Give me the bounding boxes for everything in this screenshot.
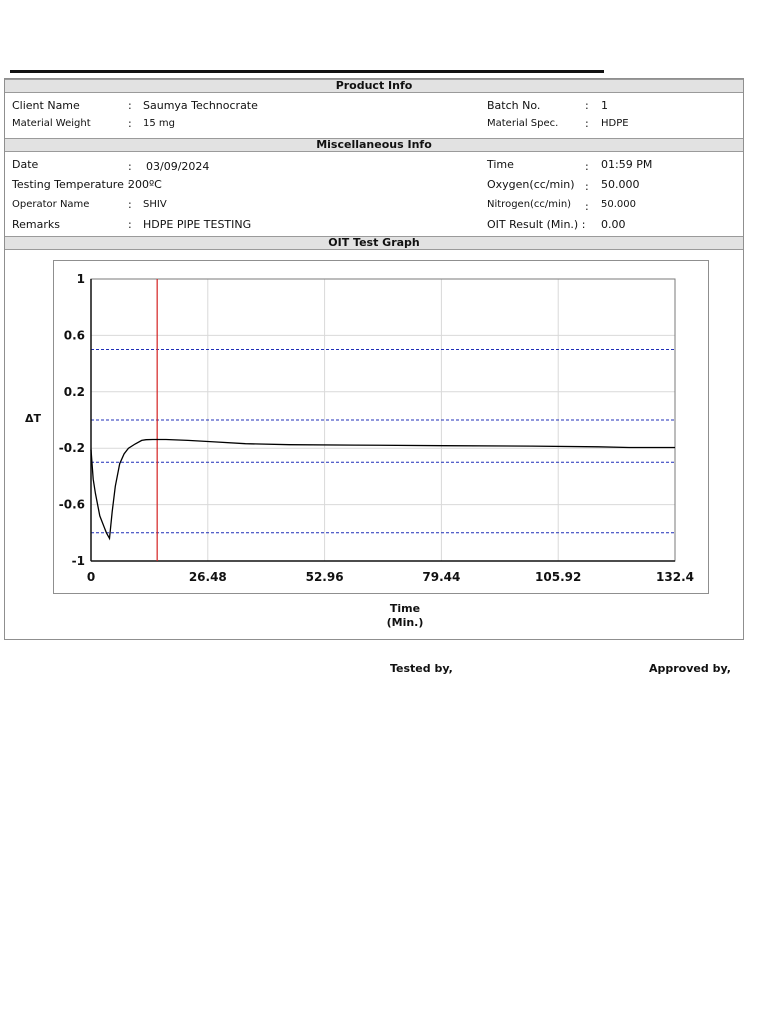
- y-axis-label: ΔT: [25, 412, 42, 425]
- nitrogen-colon: :: [585, 200, 589, 213]
- time-colon: :: [585, 160, 589, 173]
- remarks-label: Remarks: [12, 218, 60, 231]
- x-tick-label: 132.4: [656, 570, 694, 584]
- y-tick-label: 0.6: [64, 328, 85, 342]
- oit-report: Product Info Client Name : Saumya Techno…: [4, 78, 744, 640]
- date-label: Date: [12, 158, 39, 171]
- x-axis-unit-label: (Min.): [387, 616, 424, 629]
- time-label: Time: [487, 158, 514, 171]
- y-tick-label: 0.2: [64, 385, 85, 399]
- material-weight-colon: :: [128, 117, 132, 130]
- time-value: 01:59 PM: [601, 158, 653, 171]
- operator-name-value: SHIV: [143, 199, 167, 210]
- nitrogen-label: Nitrogen(cc/min): [487, 199, 572, 210]
- oxygen-value: 50.000: [601, 178, 640, 191]
- operator-name-label: Operator Name: [12, 199, 90, 210]
- oit-result-value: 0.00: [601, 218, 626, 231]
- section-misc-info: Miscellaneous Info: [5, 138, 743, 152]
- approved-by-label: Approved by,: [649, 662, 731, 675]
- testing-temp-value: 200ºC: [128, 178, 162, 191]
- nitrogen-value: 50.000: [601, 199, 636, 210]
- top-rule: [10, 70, 604, 73]
- x-tick-label: 52.96: [306, 570, 344, 584]
- x-tick-label: 0: [87, 570, 95, 584]
- client-name-colon: :: [128, 99, 132, 112]
- oit-result-label: OIT Result (Min.) :: [487, 218, 586, 231]
- tested-by-label: Tested by,: [390, 662, 453, 675]
- oit-chart: 0 26.48 52.96 79.44 105.92 132.4 1 0.6 0.2 -0.2 -0…: [25, 272, 694, 629]
- x-tick-label: 79.44: [422, 570, 460, 584]
- date-colon: :: [128, 160, 132, 173]
- y-tick-label: -1: [72, 554, 85, 568]
- client-name-label: Client Name: [12, 99, 80, 112]
- date-value: 03/09/2024: [146, 160, 210, 173]
- remarks-colon: :: [128, 218, 132, 231]
- material-spec-colon: :: [585, 117, 589, 130]
- section-product-info: Product Info: [5, 79, 743, 93]
- operator-name-colon: :: [128, 198, 132, 211]
- testing-temp-label: Testing Temperature :: [12, 178, 132, 191]
- batch-no-value: 1: [601, 99, 608, 112]
- delta-t-series-line: [90, 438, 675, 541]
- x-tick-label: 105.92: [535, 570, 581, 584]
- x-axis-label: Time: [390, 602, 420, 615]
- chart-frame: [53, 260, 709, 594]
- y-tick-label: -0.6: [59, 498, 85, 512]
- remarks-value: HDPE PIPE TESTING: [143, 218, 252, 231]
- x-tick-label: 26.48: [189, 570, 227, 584]
- oxygen-colon: :: [585, 180, 589, 193]
- batch-no-colon: :: [585, 99, 589, 112]
- material-weight-value: 15 mg: [143, 118, 175, 129]
- client-name-value: Saumya Technocrate: [143, 99, 258, 112]
- y-tick-label: -0.2: [59, 441, 85, 455]
- material-spec-value: HDPE: [601, 118, 629, 129]
- section-oit-graph: OIT Test Graph: [5, 236, 743, 250]
- oxygen-label: Oxygen(cc/min): [487, 178, 575, 191]
- y-tick-label: 1: [77, 272, 85, 286]
- material-weight-label: Material Weight: [12, 118, 91, 129]
- material-spec-label: Material Spec.: [487, 118, 559, 129]
- batch-no-label: Batch No.: [487, 99, 541, 112]
